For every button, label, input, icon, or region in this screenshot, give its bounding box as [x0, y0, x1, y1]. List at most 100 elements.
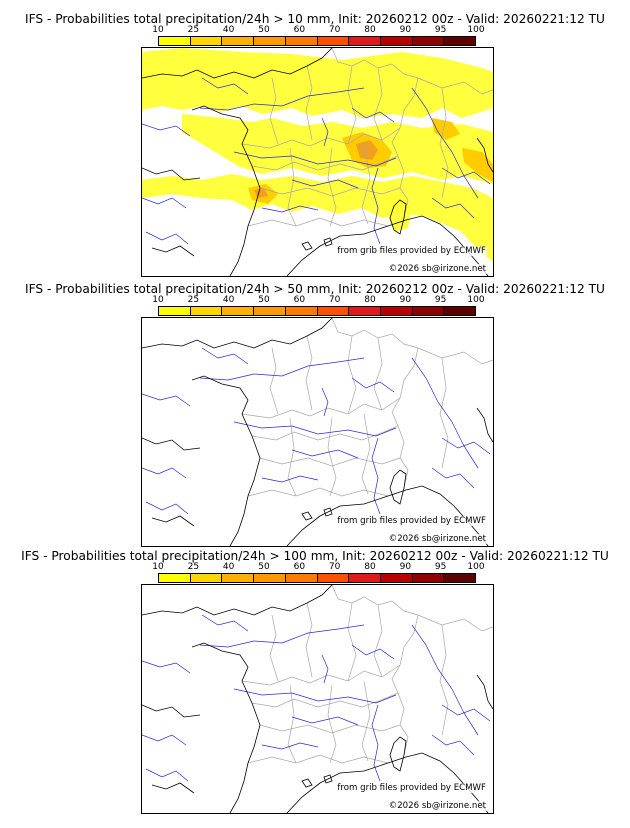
- credit-copyright: ©2026 sb@irizone.net: [387, 534, 487, 544]
- scale-tick-label: 80: [364, 562, 376, 572]
- admin-border: [259, 724, 401, 734]
- river: [142, 734, 187, 746]
- admin-border: [439, 624, 449, 736]
- admin-border: [347, 602, 357, 682]
- scale-segment: [285, 37, 318, 45]
- precip-area-low: [142, 48, 493, 118]
- map-panel-10mm: IFS - Probabilities total precipitation/…: [0, 12, 630, 282]
- river: [351, 377, 395, 393]
- admin-border: [439, 87, 449, 199]
- coastline: [191, 105, 261, 276]
- river: [441, 437, 491, 455]
- admin-border: [361, 680, 371, 762]
- panel-title: IFS - Probabilities total precipitation/…: [25, 282, 605, 296]
- map-panel-50mm: IFS - Probabilities total precipitation/…: [0, 282, 630, 552]
- scale-segment: [349, 307, 381, 315]
- scale-segment: [159, 307, 191, 315]
- scale-segment: [222, 307, 255, 315]
- scale-tick-label: 80: [364, 25, 376, 35]
- admin-border: [327, 684, 337, 764]
- admin-border: [305, 335, 313, 411]
- scale-segment: [444, 307, 476, 315]
- scale-segment: [285, 574, 318, 582]
- admin-border: [391, 347, 419, 489]
- admin-border: [247, 487, 389, 497]
- scale-tick-label: 60: [293, 25, 306, 35]
- coastline: [151, 515, 195, 527]
- admin-border: [241, 127, 401, 149]
- admin-border: [287, 417, 297, 497]
- scale-segment: [412, 307, 445, 315]
- scale-tick-label: 60: [293, 562, 306, 572]
- map-svg: [142, 318, 493, 546]
- precipitation-map: from grib files provided by ECMWF ©2026 …: [141, 317, 494, 547]
- river: [261, 205, 319, 213]
- coastline: [323, 237, 333, 247]
- admin-border: [269, 347, 279, 415]
- river: [199, 87, 365, 111]
- scale-tick-label: 95: [434, 295, 447, 305]
- coastline: [142, 585, 333, 616]
- coastline: [142, 437, 201, 451]
- river: [321, 117, 329, 147]
- river: [201, 77, 249, 95]
- coastline: [151, 782, 195, 794]
- admin-border: [417, 347, 493, 365]
- coastline: [301, 778, 313, 788]
- coastline: [142, 167, 201, 181]
- admin-border: [417, 614, 493, 632]
- precip-area-low: [388, 194, 412, 232]
- scale-segment: [380, 37, 413, 45]
- river: [351, 644, 395, 660]
- precip-area-mid: [462, 148, 493, 182]
- admin-border: [247, 754, 389, 764]
- admin-border: [241, 664, 401, 686]
- admin-border: [439, 357, 449, 469]
- precip-area-high: [356, 140, 378, 160]
- panel-title: IFS - Probabilities total precipitation/…: [21, 549, 609, 563]
- river: [199, 357, 365, 381]
- scale-tick-label: 50: [258, 25, 270, 35]
- scale-segment: [317, 307, 350, 315]
- scale-ticks: 10 25 40 50 60 70 80 90 95 100: [152, 25, 484, 36]
- river: [142, 123, 191, 137]
- scale-tick-label: 100: [467, 295, 485, 305]
- precipitation-map: from grib files provided by ECMWF ©2026 …: [141, 47, 494, 277]
- river: [411, 87, 479, 199]
- coastline: [389, 469, 407, 505]
- river: [431, 197, 475, 219]
- coastline: [323, 774, 333, 784]
- coastline: [389, 199, 407, 235]
- map-svg: [142, 585, 493, 813]
- scale-tick-label: 70: [328, 25, 341, 35]
- river: [233, 151, 397, 167]
- credit-source: from grib files provided by ECMWF: [336, 246, 487, 256]
- admin-border: [287, 684, 297, 764]
- scale-tick-label: 25: [187, 295, 200, 305]
- scale-tick-label: 95: [434, 25, 447, 35]
- coastline: [476, 674, 493, 710]
- scale-segment: [222, 574, 255, 582]
- scale-segment: [254, 574, 286, 582]
- admin-border: [241, 397, 401, 419]
- credit-copyright: ©2026 sb@irizone.net: [387, 264, 487, 274]
- admin-border: [331, 585, 419, 616]
- admin-border: [391, 614, 419, 756]
- admin-border: [287, 147, 297, 227]
- admin-border: [251, 155, 399, 171]
- scale-segment: [317, 37, 350, 45]
- scale-tick-label: 40: [222, 295, 235, 305]
- river: [201, 347, 249, 365]
- river: [145, 231, 189, 245]
- river: [291, 449, 359, 459]
- admin-border: [373, 337, 383, 411]
- credit-copyright: ©2026 sb@irizone.net: [387, 801, 487, 811]
- admin-border: [361, 143, 371, 225]
- admin-border: [247, 217, 389, 227]
- precip-area-low: [182, 114, 493, 184]
- admin-border: [347, 335, 357, 415]
- scale-tick-label: 95: [434, 562, 447, 572]
- scale-tick-label: 50: [258, 562, 270, 572]
- probability-color-scale: [158, 573, 476, 583]
- coastline: [191, 375, 261, 546]
